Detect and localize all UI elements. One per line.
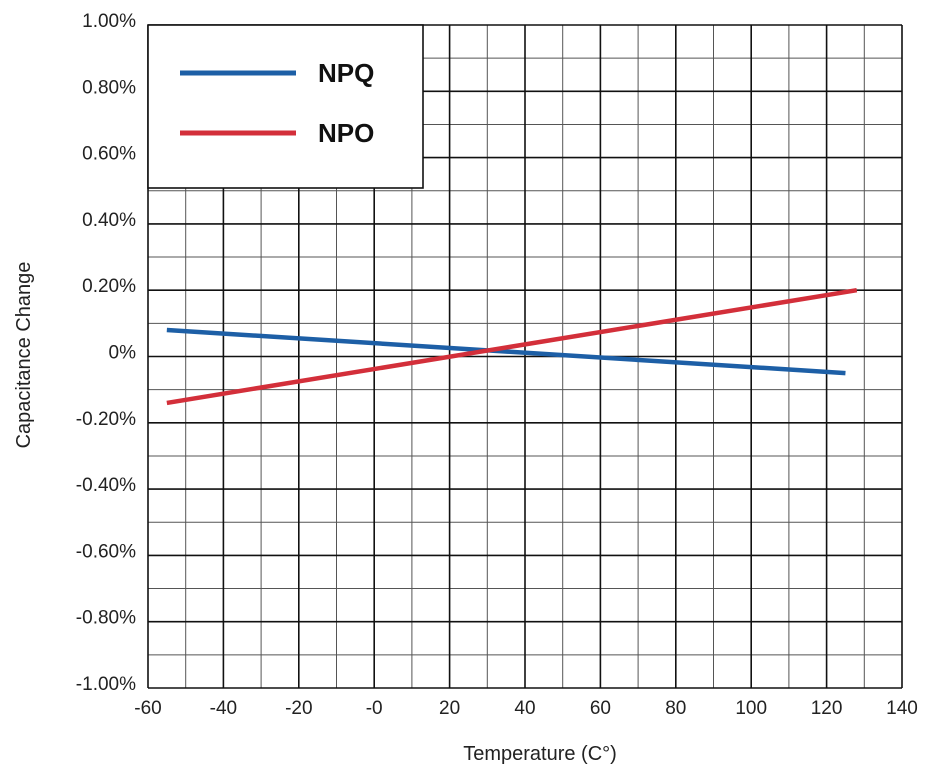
y-tick-label: 0.20% bbox=[82, 276, 136, 297]
y-tick-label: 0.80% bbox=[82, 77, 136, 98]
x-tick-label: 120 bbox=[811, 698, 843, 719]
y-tick-label: 0.60% bbox=[82, 144, 136, 165]
y-tick-label: -0.80% bbox=[76, 608, 136, 629]
x-tick-label: -0 bbox=[366, 698, 383, 719]
x-tick-label: 80 bbox=[665, 698, 686, 719]
series-line-npo bbox=[166, 287, 858, 406]
y-tick-label: 1.00% bbox=[82, 11, 136, 32]
y-tick-labels: 1.00% 0.80% 0.60% 0.40% 0.20% 0% -0.20% -0.40% -… bbox=[76, 11, 136, 695]
x-tick-label: 40 bbox=[514, 698, 535, 719]
y-tick-label: -1.00% bbox=[76, 674, 136, 695]
x-tick-label: 60 bbox=[590, 698, 611, 719]
x-tick-label: -20 bbox=[285, 698, 312, 719]
y-tick-label: -0.20% bbox=[76, 409, 136, 430]
y-tick-label: -0.40% bbox=[76, 475, 136, 496]
x-tick-label: 140 bbox=[886, 698, 918, 719]
y-axis-label: Capacitance Change bbox=[13, 262, 35, 449]
legend-box bbox=[147, 24, 424, 189]
legend: NPQ NPO bbox=[147, 24, 424, 189]
x-tick-label: -40 bbox=[210, 698, 237, 719]
x-tick-label: -60 bbox=[134, 698, 161, 719]
y-tick-label: 0.40% bbox=[82, 210, 136, 231]
x-axis-label: Temperature (C°) bbox=[463, 743, 617, 765]
y-tick-label: -0.60% bbox=[76, 541, 136, 562]
y-tick-label: 0% bbox=[109, 343, 137, 364]
series-layer bbox=[166, 287, 858, 406]
legend-label-npq: NPQ bbox=[318, 58, 374, 88]
x-tick-label: 100 bbox=[735, 698, 767, 719]
series-line-npq bbox=[166, 327, 846, 376]
x-tick-labels: -60 -40 -20 -0 20 40 60 80 100 120 140 bbox=[134, 698, 918, 719]
x-tick-label: 20 bbox=[439, 698, 460, 719]
legend-label-npo: NPO bbox=[318, 118, 374, 148]
